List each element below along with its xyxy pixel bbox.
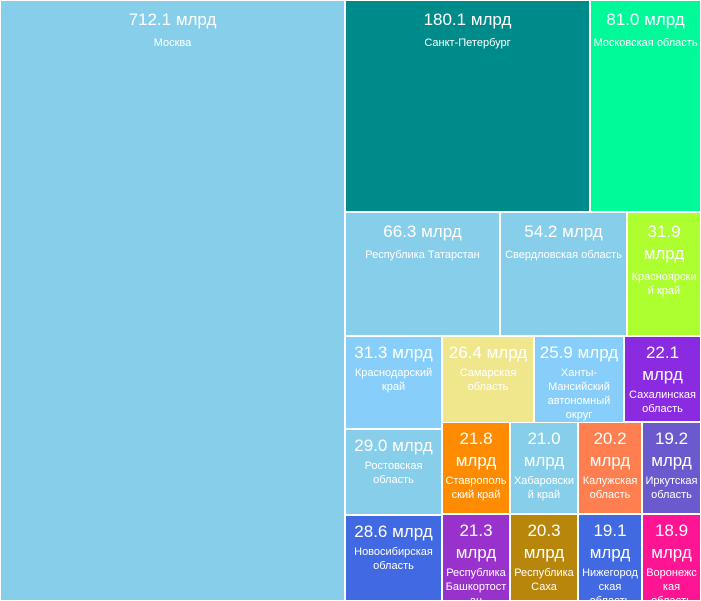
tile-value: 31.9 млрд [643, 222, 685, 263]
tile-value: 19.2 млрд [651, 429, 692, 470]
tile-value: 81.0 млрд [606, 10, 685, 29]
tile-samara-oblast: 26.4 млрд Самарская область [442, 336, 534, 429]
tile-tatarstan: 66.3 млрд Республика Татарстан [345, 212, 500, 336]
tile-moscow-oblast: 81.0 млрд Московская область [590, 0, 701, 212]
tile-label: Самарская область [459, 367, 517, 393]
tile-value: 66.3 млрд [383, 222, 462, 241]
tile-label: Ставропольский край [445, 475, 507, 501]
tile-value: 21.0 млрд [523, 429, 565, 470]
tile-khabarovsk-krai: 21.0 млрд Хабаровский край [510, 422, 578, 514]
tile-khanty-mansi: 25.9 млрд Ханты-Мансийский автономный ок… [534, 336, 624, 429]
tile-label: Хабаровский край [513, 475, 575, 501]
tile-label: Свердловская область [505, 249, 622, 261]
tile-label: Санкт-Петербург [424, 37, 511, 49]
tile-value: 26.4 млрд [448, 343, 528, 362]
tile-kaluga-oblast: 20.2 млрд Калужская область [578, 422, 642, 514]
tile-label: Нижегородская область [582, 567, 638, 601]
tile-label: Москва [153, 37, 192, 49]
tile-rostov-oblast: 29.0 млрд Ростовская область [345, 429, 442, 515]
tile-value: 29.0 млрд [354, 436, 433, 455]
tile-value: 21.3 млрд [455, 521, 497, 562]
tile-sakhalin-oblast: 22.1 млрд Сахалинская область [624, 336, 701, 422]
tile-label: Ростовская область [364, 460, 423, 486]
tile-value: 54.2 млрд [524, 222, 603, 241]
tile-value: 180.1 млрд [423, 10, 512, 29]
tile-label: Ханты-Мансийский автономный округ [547, 367, 611, 421]
tile-value: 21.8 млрд [455, 429, 497, 470]
tile-irkutsk-oblast: 19.2 млрд Иркутская область [642, 422, 701, 514]
tile-label: Красноярский край [631, 271, 697, 297]
tile-value: 20.2 млрд [589, 429, 631, 470]
tile-label: Калужская область [582, 475, 638, 501]
tile-krasnodar-krai: 31.3 млрд Краснодарский край [345, 336, 442, 429]
tile-label: Московская область [593, 37, 698, 49]
tile-sverdlovsk-oblast: 54.2 млрд Свердловская область [500, 212, 627, 336]
tile-label: Республика Саха [514, 567, 574, 593]
tile-nizhny-novgorod-oblast: 19.1 млрд Нижегородская область [578, 514, 642, 601]
tile-value: 712.1 млрд [128, 10, 217, 29]
tile-krasnoyarsk-krai: 31.9 млрд Красноярский край [627, 212, 701, 336]
tile-label: Республика Татарстан [365, 249, 480, 261]
tile-label: Воронежская область [646, 567, 697, 601]
tile-value: 31.3 млрд [354, 343, 433, 362]
tile-label: Иркутская область [645, 475, 698, 501]
tile-label: Сахалинская область [629, 389, 696, 415]
tile-value: 19.1 млрд [589, 521, 631, 562]
tile-saint-petersburg: 180.1 млрд Санкт-Петербург [345, 0, 590, 212]
tile-stavropol-krai: 21.8 млрд Ставропольский край [442, 422, 510, 514]
tile-label: Республика Башкортостан [445, 567, 507, 601]
tile-label: Новосибирская область [354, 546, 433, 572]
tile-sakha-republic: 20.3 млрд Республика Саха [510, 514, 578, 601]
tile-value: 28.6 млрд [354, 522, 433, 541]
tile-novosibirsk-oblast: 28.6 млрд Новосибирская область [345, 515, 442, 601]
tile-label: Краснодарский край [354, 367, 433, 393]
tile-value: 22.1 млрд [642, 343, 683, 384]
tile-voronezh-oblast: 18.9 млрд Воронежская область [642, 514, 701, 601]
tile-value: 20.3 млрд [523, 521, 565, 562]
tile-value: 18.9 млрд [651, 521, 692, 562]
tile-value: 25.9 млрд [539, 343, 619, 362]
tile-moscow: 712.1 млрд Москва [0, 0, 345, 601]
tile-bashkortostan: 21.3 млрд Республика Башкортостан [442, 514, 510, 601]
